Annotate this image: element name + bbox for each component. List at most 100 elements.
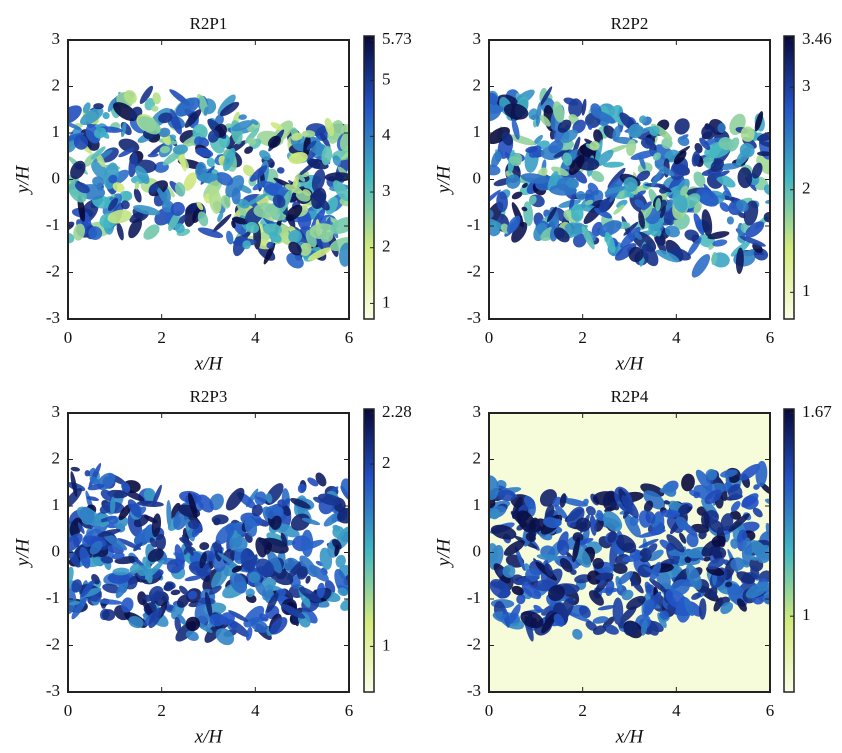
flow-structure bbox=[227, 619, 250, 638]
flow-structure bbox=[590, 109, 616, 124]
flow-structure bbox=[723, 184, 732, 198]
flow-structure bbox=[174, 616, 182, 633]
field-image bbox=[489, 86, 770, 278]
flow-structure bbox=[340, 598, 349, 611]
flow-structure bbox=[551, 166, 569, 176]
flow-structure bbox=[572, 119, 586, 134]
flow-structure bbox=[231, 120, 253, 132]
flow-structure bbox=[242, 240, 251, 250]
flow-structure bbox=[300, 539, 325, 551]
flow-structure bbox=[737, 167, 753, 189]
flow-structure bbox=[245, 626, 253, 641]
colorbar bbox=[783, 408, 795, 693]
flow-structure bbox=[756, 131, 770, 142]
flow-structure bbox=[710, 171, 722, 182]
flow-structure bbox=[330, 217, 349, 234]
flow-structure bbox=[628, 123, 643, 139]
flow-structure bbox=[543, 517, 561, 529]
flow-structure bbox=[254, 491, 267, 506]
flow-structure bbox=[554, 504, 568, 520]
colorbar-tick-label: 1 bbox=[382, 635, 391, 654]
flow-structure bbox=[502, 564, 516, 578]
flow-structure bbox=[501, 131, 513, 146]
flow-structure bbox=[558, 597, 575, 621]
flow-structure bbox=[302, 130, 316, 138]
flow-structure bbox=[665, 225, 680, 238]
flow-structure bbox=[643, 598, 655, 616]
flow-structure bbox=[229, 572, 248, 594]
flow-structure bbox=[571, 204, 584, 222]
flow-structure bbox=[127, 499, 142, 518]
flow-structure bbox=[112, 552, 125, 560]
flow-structure bbox=[594, 207, 612, 219]
x-tick-label: 2 bbox=[578, 701, 587, 720]
flow-structure bbox=[123, 89, 137, 104]
flow-structure bbox=[533, 604, 543, 613]
flow-structure bbox=[86, 496, 100, 502]
flow-structure bbox=[621, 554, 643, 563]
x-tick-label: 0 bbox=[485, 328, 494, 347]
flow-structure bbox=[266, 241, 274, 249]
flow-structure bbox=[79, 506, 94, 525]
flow-structure bbox=[655, 197, 662, 212]
flow-structure bbox=[217, 211, 224, 222]
flow-structure bbox=[99, 504, 111, 514]
flow-structure bbox=[548, 584, 565, 602]
flow-structure bbox=[158, 127, 171, 138]
flow-structure bbox=[263, 242, 276, 265]
flow-structure bbox=[188, 561, 212, 577]
flow-structure bbox=[562, 152, 573, 166]
flow-structure bbox=[310, 208, 326, 230]
flow-structure bbox=[261, 577, 277, 589]
flow-structure bbox=[720, 601, 734, 615]
flow-structure bbox=[699, 137, 711, 151]
x-axis-label: x/H bbox=[194, 726, 224, 747]
flow-structure bbox=[155, 533, 166, 551]
flow-structure bbox=[687, 237, 702, 256]
flow-structure bbox=[97, 528, 121, 537]
flow-structure bbox=[107, 209, 132, 224]
flow-structure bbox=[578, 605, 591, 619]
flow-structure bbox=[500, 613, 507, 620]
flow-structure bbox=[286, 252, 304, 269]
flow-structure bbox=[589, 140, 600, 151]
flow-structure bbox=[704, 489, 722, 505]
flow-structure bbox=[511, 118, 520, 140]
colorbar-tick-label: 2.28 bbox=[382, 402, 412, 421]
field-image bbox=[68, 85, 349, 269]
flow-structure bbox=[602, 161, 625, 168]
flow-structure bbox=[520, 610, 544, 629]
flow-structure bbox=[695, 188, 719, 207]
flow-structure bbox=[152, 92, 161, 105]
flow-structure bbox=[128, 152, 138, 178]
flow-structure bbox=[677, 136, 690, 147]
colorbar-tick-label: 1 bbox=[802, 605, 811, 624]
flow-structure bbox=[566, 177, 579, 189]
flow-structure bbox=[597, 605, 616, 611]
y-tick-label: 2 bbox=[52, 75, 61, 94]
flow-structure bbox=[648, 549, 664, 562]
panel-title: R2P2 bbox=[611, 14, 649, 33]
flow-structure bbox=[646, 543, 658, 555]
flow-structure bbox=[162, 150, 182, 166]
flow-structure bbox=[244, 516, 258, 537]
flow-structure bbox=[195, 147, 214, 158]
flow-structure bbox=[651, 168, 664, 188]
flow-structure bbox=[548, 140, 564, 154]
flow-structure bbox=[117, 538, 142, 550]
flow-structure bbox=[727, 485, 743, 500]
flow-structure bbox=[621, 589, 634, 601]
flow-structure bbox=[693, 171, 706, 188]
flow-structure bbox=[187, 590, 198, 600]
flow-structure bbox=[539, 489, 557, 507]
flow-structure bbox=[693, 201, 702, 214]
x-tick-label: 0 bbox=[64, 701, 73, 720]
flow-structure bbox=[557, 119, 572, 133]
flow-structure bbox=[752, 507, 763, 518]
flow-structure bbox=[175, 97, 200, 117]
flow-structure bbox=[572, 537, 580, 563]
flow-structure bbox=[643, 500, 654, 513]
y-tick-label: 1 bbox=[473, 495, 482, 514]
flow-structure bbox=[533, 134, 543, 145]
flow-structure bbox=[184, 109, 202, 128]
